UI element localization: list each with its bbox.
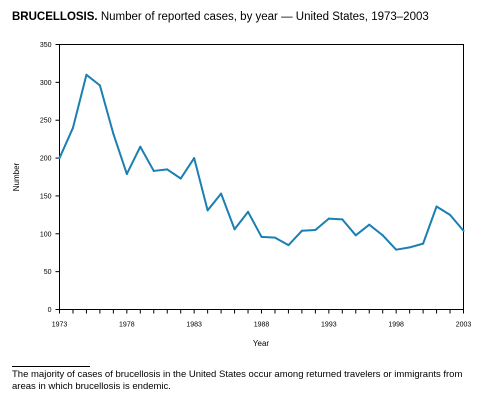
data-point bbox=[166, 168, 169, 171]
data-point bbox=[368, 223, 371, 226]
data-point bbox=[354, 234, 357, 237]
data-point bbox=[152, 169, 155, 172]
data-point bbox=[287, 244, 290, 247]
data-point bbox=[395, 248, 398, 251]
data-point bbox=[435, 205, 438, 208]
data-point bbox=[273, 236, 276, 239]
data-point bbox=[300, 229, 303, 232]
y-tick-label: 300 bbox=[40, 80, 52, 87]
plot-frame bbox=[59, 44, 464, 310]
data-point bbox=[462, 229, 465, 232]
x-tick-label: 1988 bbox=[254, 322, 270, 329]
data-point bbox=[179, 177, 182, 180]
x-axis-label: Year bbox=[253, 339, 270, 348]
data-point bbox=[112, 132, 115, 135]
y-axis-label: Number bbox=[12, 162, 21, 191]
chart-title-bold: BRUCELLOSIS. bbox=[12, 11, 98, 23]
data-point bbox=[85, 73, 88, 76]
data-point bbox=[71, 126, 74, 129]
y-tick-label: 350 bbox=[40, 42, 52, 49]
data-point bbox=[206, 209, 209, 212]
footnote-rule bbox=[12, 366, 90, 367]
x-axis: 1973 1978 1983 1988 1993 1998 2003 bbox=[52, 309, 472, 329]
data-point bbox=[98, 84, 101, 87]
data-point bbox=[125, 172, 128, 175]
x-tick-label: 1983 bbox=[186, 322, 202, 329]
y-tick-label: 100 bbox=[40, 231, 52, 238]
data-point bbox=[314, 229, 317, 231]
data-point bbox=[247, 210, 250, 213]
y-tick-label: 50 bbox=[44, 269, 52, 276]
series-line bbox=[58, 73, 465, 251]
x-tick-label: 1978 bbox=[119, 322, 135, 329]
data-point bbox=[341, 218, 344, 221]
data-point bbox=[408, 246, 411, 249]
chart-title: BRUCELLOSIS. Number of reported cases, b… bbox=[12, 11, 429, 23]
data-point bbox=[233, 228, 236, 231]
data-point bbox=[139, 145, 142, 148]
y-tick-label: 0 bbox=[48, 307, 52, 314]
data-point bbox=[220, 192, 223, 195]
data-point bbox=[422, 242, 425, 245]
x-tick-label: 1998 bbox=[388, 322, 404, 329]
data-point bbox=[58, 157, 61, 160]
y-tick-label: 250 bbox=[40, 118, 52, 125]
data-point bbox=[381, 234, 384, 237]
x-tick-label: 1993 bbox=[321, 322, 337, 329]
chart-title-rest: Number of reported cases, by year — Unit… bbox=[100, 11, 429, 23]
data-point bbox=[327, 217, 330, 220]
data-points bbox=[58, 73, 465, 251]
footnote: The majority of cases of brucellosis in … bbox=[12, 369, 463, 392]
data-point bbox=[193, 157, 196, 160]
data-point bbox=[260, 235, 263, 238]
data-point bbox=[449, 213, 452, 216]
x-tick-label: 1973 bbox=[52, 322, 68, 329]
y-axis: 0 50 100 150 200 250 300 350 bbox=[40, 42, 60, 314]
y-tick-label: 150 bbox=[40, 193, 52, 200]
y-tick-label: 200 bbox=[40, 156, 52, 163]
x-tick-label: 2003 bbox=[456, 322, 472, 329]
